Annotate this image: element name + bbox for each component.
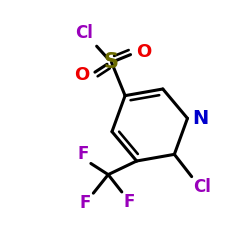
Text: F: F <box>80 194 91 212</box>
Text: S: S <box>104 52 119 72</box>
Text: Cl: Cl <box>75 24 93 42</box>
Text: O: O <box>136 43 152 61</box>
Text: O: O <box>74 66 89 84</box>
Text: F: F <box>78 145 89 163</box>
Text: N: N <box>192 109 209 128</box>
Text: Cl: Cl <box>193 178 211 196</box>
Text: F: F <box>123 193 134 211</box>
